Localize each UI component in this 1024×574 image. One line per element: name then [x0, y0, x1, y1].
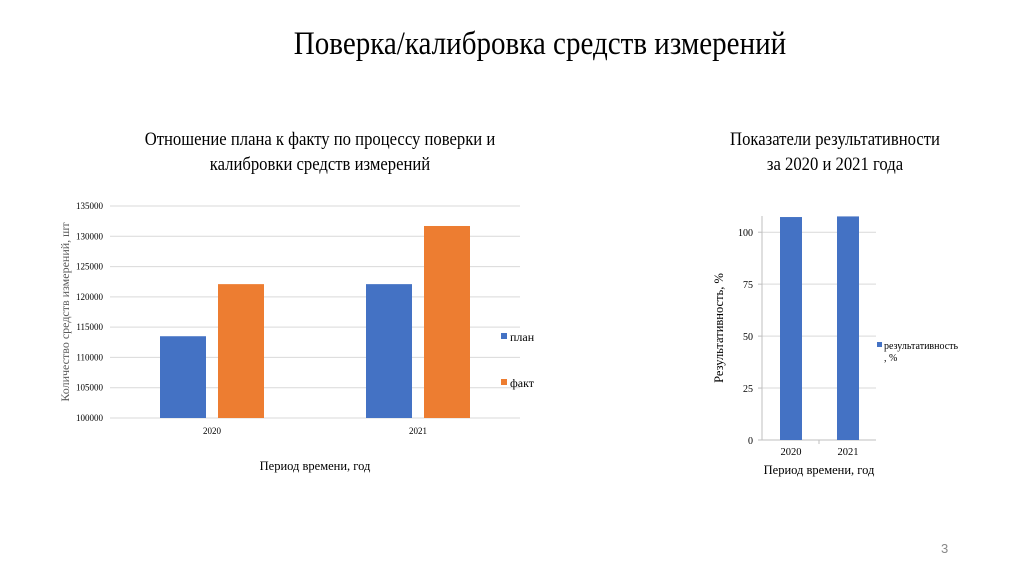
y-axis-label: Количество средств измерений, шт	[58, 222, 72, 402]
legend-label-line1: результативность	[884, 341, 959, 352]
legend-swatch	[877, 342, 882, 347]
x-axis-label: Период времени, год	[260, 459, 371, 473]
chart1-title-line2: калибровки средств измерений	[209, 155, 431, 175]
chart2-title-line2: за 2020 и 2021 года	[766, 155, 904, 175]
page-number: 3	[941, 541, 949, 556]
y-tick-label: 120000	[76, 292, 104, 302]
bar-2020	[780, 217, 802, 440]
legend-swatch-факт	[501, 379, 507, 385]
y-tick-label: 135000	[76, 201, 104, 211]
x-tick-label: 2021	[409, 426, 427, 436]
x-axis-label: Период времени, год	[764, 463, 875, 477]
y-axis-label: Результативность, %	[712, 273, 726, 383]
y-tick-label: 105000	[76, 383, 104, 393]
bar-2021	[837, 216, 859, 440]
bar-план-2021	[366, 284, 412, 418]
y-tick-label: 100	[738, 228, 753, 239]
bar-факт-2021	[424, 225, 470, 418]
chart1-title: Отношение плана к факту по процессу пове…	[86, 128, 554, 178]
chart2-title: Показатели результативности за 2020 и 20…	[696, 128, 975, 178]
chart2-title-line1: Показатели результативности	[730, 130, 940, 150]
y-tick-label: 110000	[76, 352, 103, 362]
y-tick-label: 50	[743, 332, 753, 343]
x-tick-label: 2021	[838, 447, 859, 458]
legend-swatch-план	[501, 333, 507, 339]
y-tick-label: 75	[743, 280, 753, 291]
slide-title: Поверка/калибровка средств измерений	[293, 26, 787, 62]
x-tick-label: 2020	[781, 447, 802, 458]
y-tick-label: 100000	[76, 413, 104, 423]
x-tick-label: 2020	[203, 426, 222, 436]
y-tick-label: 25	[743, 384, 753, 395]
legend-label: факт	[510, 376, 535, 390]
bar-факт-2020	[218, 284, 264, 418]
y-tick-label: 115000	[76, 322, 103, 332]
y-tick-label: 0	[748, 436, 753, 447]
bar-план-2020	[160, 336, 206, 418]
chart1-title-line1: Отношение плана к факту по процессу пове…	[144, 130, 496, 150]
y-tick-label: 130000	[76, 231, 104, 241]
y-tick-label: 125000	[76, 262, 104, 272]
legend-label-line2: , %	[884, 353, 897, 364]
legend-label: план	[510, 330, 535, 344]
